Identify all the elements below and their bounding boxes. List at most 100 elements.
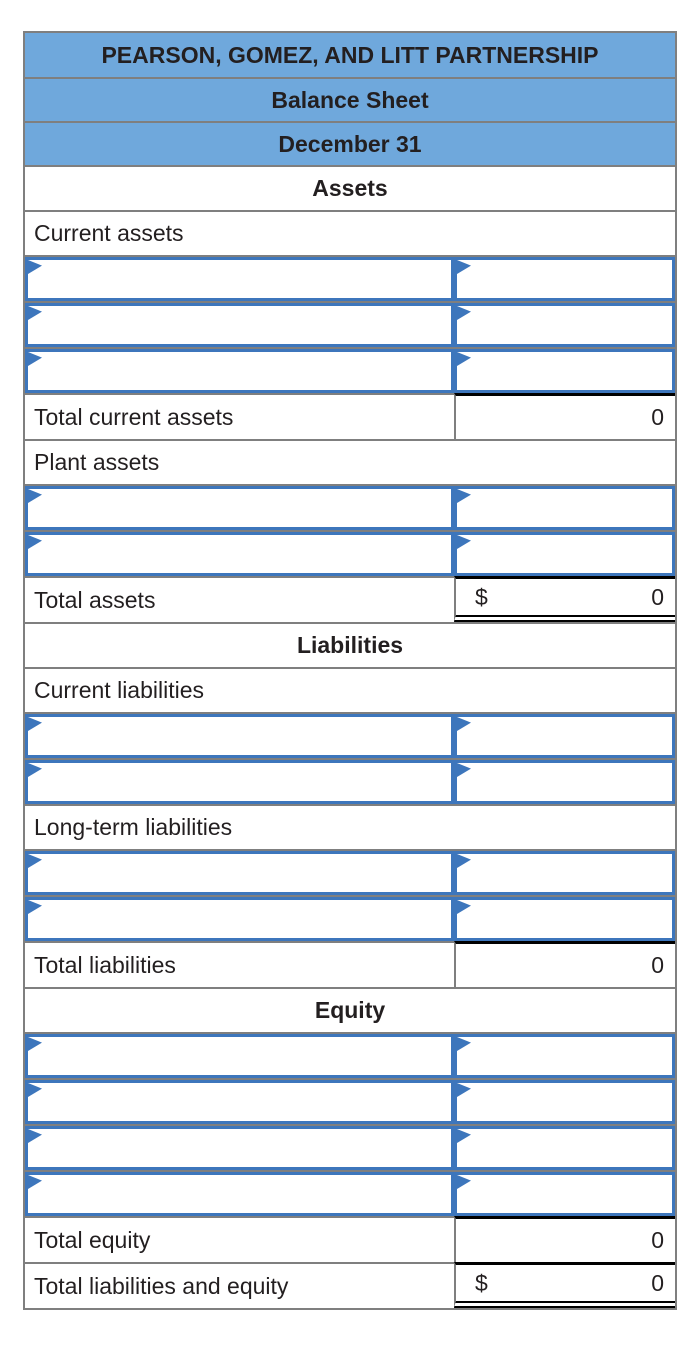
account-select-box[interactable] (25, 760, 454, 804)
company-title-row: PEARSON, GOMEZ, AND LITT PARTNERSHIP (25, 33, 675, 77)
account-select-box[interactable] (25, 1126, 454, 1170)
current-assets-amount-input-3[interactable] (454, 349, 675, 393)
current-liabilities-label: Current liabilities (34, 677, 205, 703)
long-term-liabilities-account-input-1[interactable] (25, 851, 454, 895)
account-select-box[interactable] (25, 1080, 454, 1124)
balance-sheet-table: PEARSON, GOMEZ, AND LITT PARTNERSHIP Bal… (23, 31, 677, 1310)
total-liabilities-and-equity-row: Total liabilities and equity $ 0 (25, 1262, 675, 1308)
dropdown-marker-icon (28, 306, 42, 320)
total-current-assets-amount: 0 (454, 393, 675, 439)
amount-input-box[interactable] (454, 714, 675, 758)
dropdown-marker-icon (457, 1175, 471, 1189)
total-equity-value: 0 (651, 1227, 664, 1253)
liabilities-section-header: Liabilities (25, 622, 675, 667)
dropdown-marker-icon (28, 854, 42, 868)
dropdown-marker-icon (457, 717, 471, 731)
current-liabilities-account-input-1[interactable] (25, 714, 454, 758)
currency-symbol: $ (475, 1269, 488, 1296)
current-assets-account-input-1[interactable] (25, 257, 454, 301)
plant-assets-input-row-1 (25, 484, 675, 530)
current-liabilities-amount-input-2[interactable] (454, 760, 675, 804)
current-assets-input-row-1 (25, 255, 675, 301)
total-current-assets-row: Total current assets 0 (25, 393, 675, 439)
current-liabilities-label-row: Current liabilities (25, 667, 675, 712)
dropdown-marker-icon (457, 489, 471, 503)
dropdown-marker-icon (28, 1129, 42, 1143)
equity-account-input-3[interactable] (25, 1126, 454, 1170)
account-select-box[interactable] (25, 532, 454, 576)
total-equity-amount: 0 (454, 1216, 675, 1262)
long-term-liabilities-label: Long-term liabilities (34, 814, 233, 840)
equity-account-input-4[interactable] (25, 1172, 454, 1216)
amount-input-box[interactable] (454, 760, 675, 804)
long-term-liabilities-account-input-2[interactable] (25, 897, 454, 941)
account-select-box[interactable] (25, 714, 454, 758)
amount-input-box[interactable] (454, 1080, 675, 1124)
assets-section-header: Assets (25, 165, 675, 210)
amount-input-box[interactable] (454, 303, 675, 347)
dropdown-marker-icon (28, 535, 42, 549)
statement-date: December 31 (278, 130, 422, 157)
total-assets-label: Total assets (25, 576, 454, 622)
account-select-box[interactable] (25, 303, 454, 347)
plant-assets-amount-input-2[interactable] (454, 532, 675, 576)
amount-input-box[interactable] (454, 897, 675, 941)
current-assets-account-input-2[interactable] (25, 303, 454, 347)
amount-input-box[interactable] (454, 532, 675, 576)
current-liabilities-input-row-1 (25, 712, 675, 758)
long-term-liabilities-amount-input-2[interactable] (454, 897, 675, 941)
dropdown-marker-icon (457, 535, 471, 549)
assets-section-label: Assets (312, 175, 388, 201)
dropdown-marker-icon (28, 260, 42, 274)
account-select-box[interactable] (25, 486, 454, 530)
amount-input-box[interactable] (454, 1034, 675, 1078)
equity-amount-input-3[interactable] (454, 1126, 675, 1170)
amount-input-box[interactable] (454, 1172, 675, 1216)
account-select-box[interactable] (25, 349, 454, 393)
equity-amount-input-2[interactable] (454, 1080, 675, 1124)
total-liabilities-amount: 0 (454, 941, 675, 987)
current-assets-input-row-3 (25, 347, 675, 393)
account-select-box[interactable] (25, 257, 454, 301)
long-term-liabilities-amount-input-1[interactable] (454, 851, 675, 895)
plant-assets-account-input-2[interactable] (25, 532, 454, 576)
account-select-box[interactable] (25, 1034, 454, 1078)
amount-input-box[interactable] (454, 486, 675, 530)
amount-input-box[interactable] (454, 1126, 675, 1170)
current-liabilities-account-input-2[interactable] (25, 760, 454, 804)
account-select-box[interactable] (25, 851, 454, 895)
dropdown-marker-icon (457, 260, 471, 274)
current-assets-amount-input-2[interactable] (454, 303, 675, 347)
amount-input-box[interactable] (454, 349, 675, 393)
current-liabilities-input-row-2 (25, 758, 675, 804)
long-term-liabilities-input-row-2 (25, 895, 675, 941)
equity-account-input-1[interactable] (25, 1034, 454, 1078)
total-liabilities-row: Total liabilities 0 (25, 941, 675, 987)
current-assets-amount-input-1[interactable] (454, 257, 675, 301)
plant-assets-amount-input-1[interactable] (454, 486, 675, 530)
total-assets-amount: $ 0 (454, 576, 675, 622)
dropdown-marker-icon (457, 1037, 471, 1051)
amount-input-box[interactable] (454, 851, 675, 895)
dropdown-marker-icon (457, 1129, 471, 1143)
dropdown-marker-icon (457, 352, 471, 366)
current-assets-account-input-3[interactable] (25, 349, 454, 393)
plant-assets-account-input-1[interactable] (25, 486, 454, 530)
equity-input-row-1 (25, 1032, 675, 1078)
liabilities-section-label: Liabilities (296, 632, 404, 658)
total-equity-row: Total equity 0 (25, 1216, 675, 1262)
equity-section-header: Equity (25, 987, 675, 1032)
long-term-liabilities-input-row-1 (25, 849, 675, 895)
dropdown-marker-icon (28, 763, 42, 777)
account-select-box[interactable] (25, 897, 454, 941)
equity-input-row-2 (25, 1078, 675, 1124)
current-assets-input-row-2 (25, 301, 675, 347)
dropdown-marker-icon (457, 854, 471, 868)
amount-input-box[interactable] (454, 257, 675, 301)
account-select-box[interactable] (25, 1172, 454, 1216)
total-current-assets-label: Total current assets (25, 393, 454, 439)
equity-account-input-2[interactable] (25, 1080, 454, 1124)
equity-amount-input-1[interactable] (454, 1034, 675, 1078)
equity-amount-input-4[interactable] (454, 1172, 675, 1216)
current-liabilities-amount-input-1[interactable] (454, 714, 675, 758)
